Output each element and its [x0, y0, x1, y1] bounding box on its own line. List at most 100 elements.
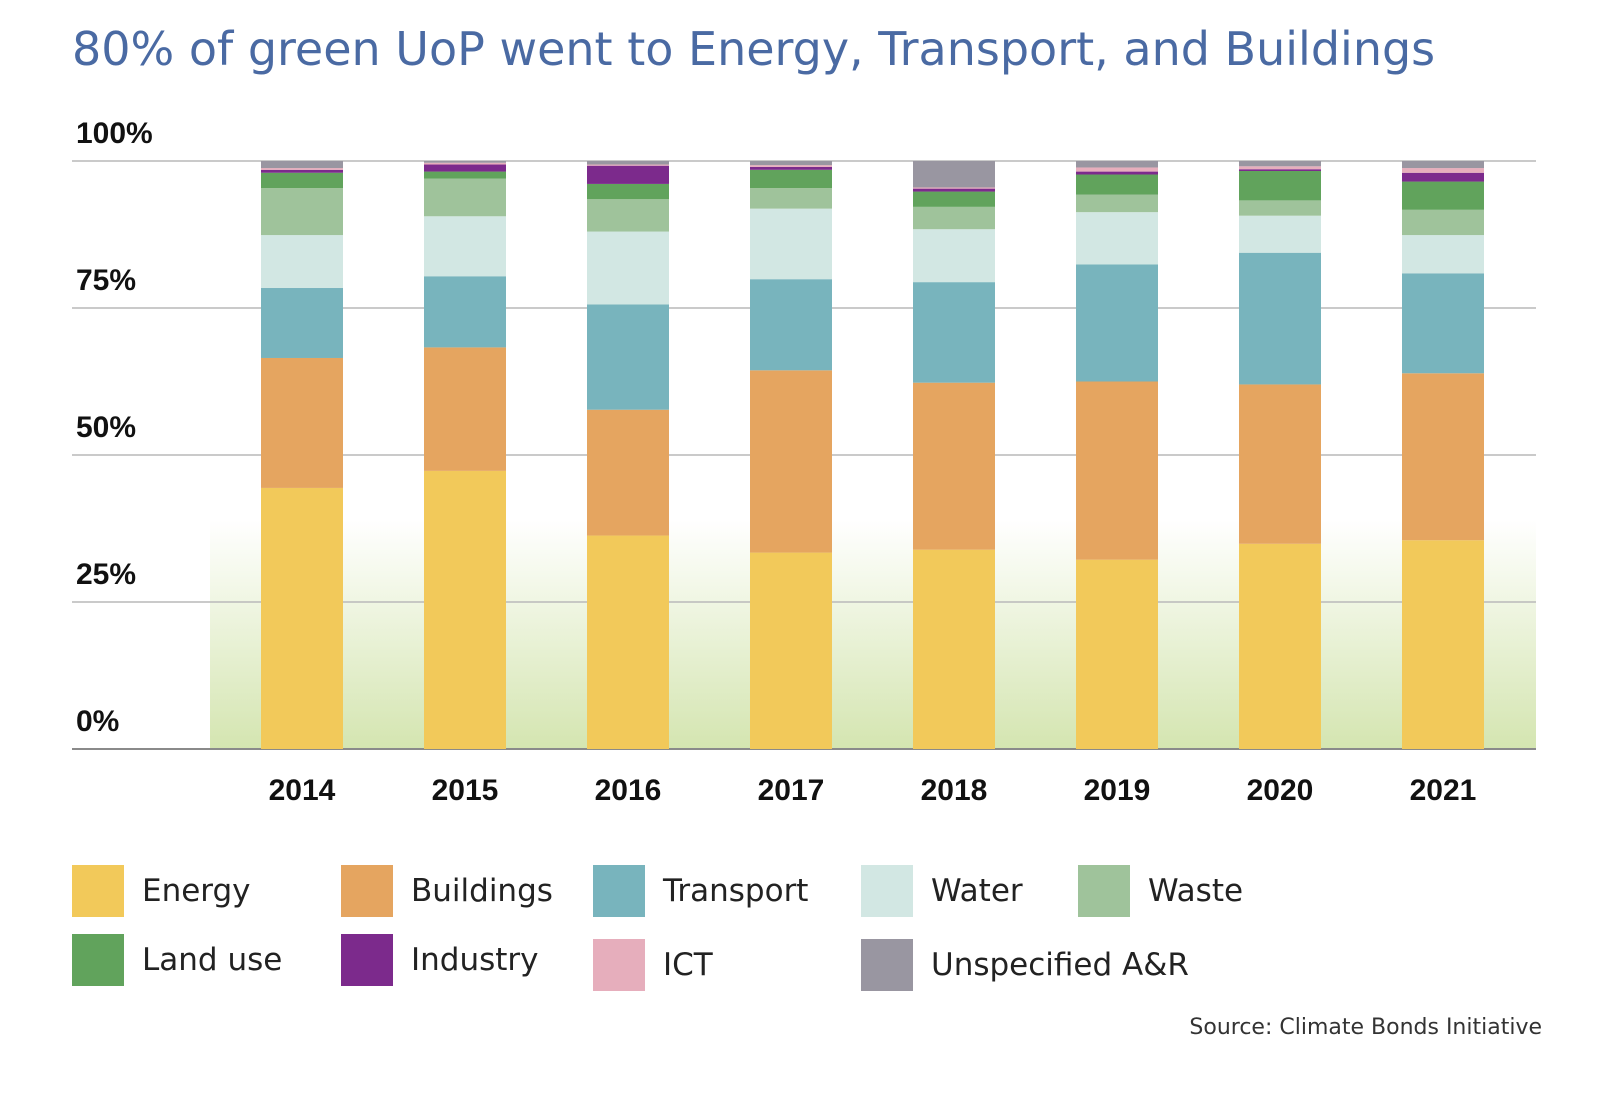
bar-segment-unspecified-a-r — [1402, 161, 1484, 169]
bar-segment-energy — [1402, 540, 1484, 749]
bar-stack-2015 — [424, 161, 506, 749]
legend-swatch — [593, 865, 645, 917]
bar-segment-land-use — [1239, 170, 1321, 201]
x-tick-label: 2014 — [269, 774, 336, 807]
bar-segment-water — [1076, 212, 1158, 265]
legend-label: Industry — [411, 942, 539, 978]
legend-swatch — [72, 865, 124, 917]
y-tick-label: 50% — [76, 411, 136, 444]
chart-title: 80% of green UoP went to Energy, Transpo… — [72, 22, 1436, 76]
bar-segment-land-use — [1076, 174, 1158, 195]
bar-segment-buildings — [1239, 384, 1321, 544]
bar-segment-ict — [750, 165, 832, 167]
legend-swatch — [1078, 865, 1130, 917]
bar-segment-buildings — [261, 357, 343, 488]
bar-stack-2021 — [1402, 161, 1484, 749]
bar-stack-2019 — [1076, 161, 1158, 749]
bar-segment-energy — [1239, 543, 1321, 749]
bar-segment-water — [261, 235, 343, 289]
legend-label: Land use — [142, 942, 283, 978]
bar-segment-unspecified-a-r — [587, 161, 669, 165]
bar-segment-unspecified-a-r — [1076, 161, 1158, 168]
bar-segment-energy — [1076, 559, 1158, 749]
legend-label: Transport — [663, 873, 809, 909]
bar-segment-unspecified-a-r — [261, 161, 343, 169]
bar-stack-2014 — [261, 161, 343, 749]
bar-segment-industry — [1239, 169, 1321, 171]
bar-segment-energy — [261, 487, 343, 749]
bar-segment-water — [750, 208, 832, 280]
legend-label: ICT — [663, 947, 713, 983]
x-tick-label: 2020 — [1247, 774, 1314, 807]
bar-segment-waste — [1076, 194, 1158, 213]
legend-swatch — [72, 934, 124, 986]
bar-segment-unspecified-a-r — [1239, 161, 1321, 167]
bar-segment-land-use — [261, 172, 343, 189]
bar-segment-buildings — [750, 370, 832, 553]
bar-segment-transport — [1402, 273, 1484, 374]
bar-segment-buildings — [587, 409, 669, 536]
bar-segment-buildings — [913, 382, 995, 550]
bar-segment-ict — [261, 168, 343, 170]
x-tick-label: 2017 — [758, 774, 825, 807]
bar-segment-ict — [424, 162, 506, 165]
y-tick-label: 0% — [76, 705, 119, 738]
bar-segment-buildings — [424, 347, 506, 471]
legend-item: ICT — [593, 939, 713, 991]
bar-segment-transport — [587, 304, 669, 410]
legend-label: Energy — [142, 873, 251, 909]
bar-segment-industry — [587, 165, 669, 184]
legend-item: Waste — [1078, 865, 1243, 917]
bar-stack-2018 — [913, 161, 995, 749]
bar-segment-land-use — [424, 171, 506, 179]
bar-segment-transport — [913, 282, 995, 383]
legend-item: Industry — [341, 934, 539, 986]
legend-item: Energy — [72, 865, 251, 917]
bar-segment-waste — [587, 199, 669, 232]
x-tick-label: 2018 — [921, 774, 988, 807]
legend-swatch — [341, 934, 393, 986]
legend-swatch — [861, 865, 913, 917]
bar-segment-energy — [913, 549, 995, 749]
legend-item: Transport — [593, 865, 808, 917]
bar-segment-land-use — [1402, 181, 1484, 210]
y-axis-labels: 0% 25% 50% 75% 100% — [76, 117, 153, 738]
legend-swatch — [341, 865, 393, 917]
chart-background-gradient — [210, 520, 1536, 750]
bar-segment-ict — [913, 187, 995, 189]
bar-segment-waste — [424, 178, 506, 217]
x-tick-label: 2021 — [1410, 774, 1477, 807]
bar-segment-water — [587, 231, 669, 305]
y-tick-label: 25% — [76, 558, 136, 591]
bar-segment-ict — [1239, 166, 1321, 170]
bar-segment-industry — [261, 169, 343, 173]
legend-label: Buildings — [411, 873, 553, 909]
x-tick-label: 2015 — [432, 774, 499, 807]
x-axis-labels: 2014 2015 2016 2017 2018 2019 2020 2021 — [269, 774, 1477, 807]
bar-segment-transport — [261, 288, 343, 358]
x-tick-label: 2016 — [595, 774, 662, 807]
bar-segment-waste — [913, 206, 995, 230]
bar-segment-transport — [1076, 264, 1158, 382]
source-note: Source: Climate Bonds Initiative — [1189, 1015, 1542, 1040]
bar-segment-ict — [1402, 168, 1484, 173]
bar-segment-water — [1239, 215, 1321, 253]
stacked-bar-chart: 0% 25% 50% 75% 100% 2014 2015 2016 2017 2018 2019… — [72, 117, 1536, 807]
legend-item: Buildings — [341, 865, 553, 917]
bar-segment-transport — [1239, 252, 1321, 385]
legend-label: Waste — [1148, 873, 1244, 909]
bar-segment-unspecified-a-r — [913, 161, 995, 188]
bar-segment-waste — [1239, 200, 1321, 216]
bar-segment-unspecified-a-r — [750, 161, 832, 166]
bar-segment-transport — [424, 276, 506, 348]
y-tick-label: 75% — [76, 264, 136, 297]
bar-segment-waste — [750, 188, 832, 209]
legend-swatch — [861, 939, 913, 991]
bar-segment-industry — [424, 164, 506, 172]
bar-segment-ict — [587, 164, 669, 166]
bar-segment-transport — [750, 279, 832, 371]
bar-segment-water — [913, 229, 995, 283]
bar-segment-land-use — [913, 191, 995, 207]
bar-segment-land-use — [587, 183, 669, 200]
legend-label: Unspecified A&R — [931, 947, 1189, 983]
